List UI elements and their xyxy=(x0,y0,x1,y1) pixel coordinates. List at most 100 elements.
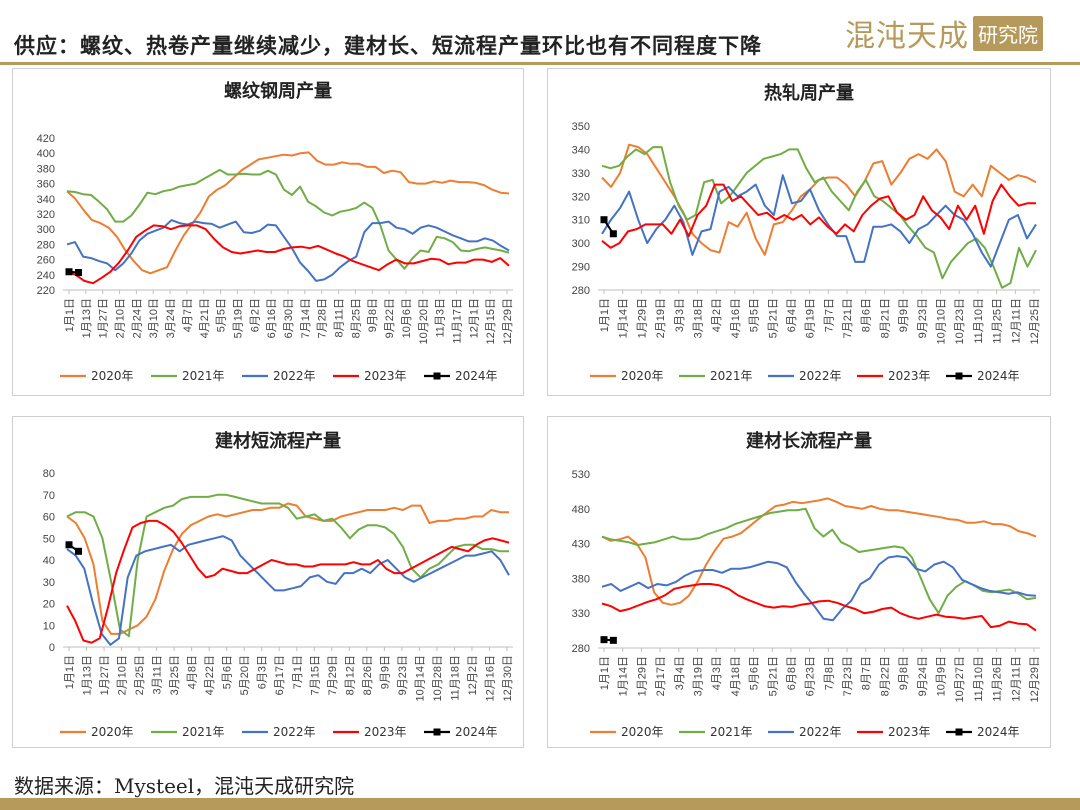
y-tick-label: 420 xyxy=(37,133,55,145)
x-tick-label: 1月1日 xyxy=(64,298,76,332)
legend-label: 2023年 xyxy=(888,725,931,739)
y-tick-label: 320 xyxy=(572,191,590,203)
x-tick-label: 3月11日 xyxy=(152,655,164,695)
x-tick-label: 2月10日 xyxy=(115,298,127,338)
x-tick-label: 7月28日 xyxy=(317,298,329,338)
legend-marker xyxy=(955,728,963,736)
series-line-2023年 xyxy=(601,183,1036,249)
y-tick-label: 240 xyxy=(37,270,55,282)
x-tick-label: 1月1日 xyxy=(64,655,76,689)
legend-label: 2021年 xyxy=(710,369,753,383)
y-tick-label: 320 xyxy=(37,209,55,221)
x-tick-label: 1月29日 xyxy=(636,656,648,696)
x-tick-label: 5月20日 xyxy=(239,655,251,695)
y-tick-label: 10 xyxy=(43,620,55,632)
chart-title: 建材长流程产量 xyxy=(746,430,872,452)
x-tick-label: 5月6日 xyxy=(749,656,761,690)
y-tick-label: 50 xyxy=(43,533,55,545)
x-tick-label: 11月26日 xyxy=(992,656,1004,702)
y-tick-label: 70 xyxy=(43,490,55,502)
x-tick-label: 12月11日 xyxy=(1010,298,1022,344)
x-tick-label: 8月26日 xyxy=(362,655,374,695)
x-tick-label: 7月23日 xyxy=(842,656,854,696)
series-line-2024 xyxy=(68,270,79,274)
series-line-2023年 xyxy=(66,224,510,285)
logo-box-text: 研究院 xyxy=(973,15,1043,51)
legend-label: 2022年 xyxy=(799,725,842,739)
x-tick-label: 7月14日 xyxy=(300,298,312,338)
x-tick-label: 9月9日 xyxy=(379,655,391,689)
x-tick-label: 1月29日 xyxy=(636,298,648,338)
y-tick-label: 330 xyxy=(572,168,590,180)
legend-label: 2024年 xyxy=(977,369,1020,383)
chart-title: 热轧周产量 xyxy=(764,82,854,104)
y-tick-label: 80 xyxy=(43,468,55,480)
x-tick-label: 7月29日 xyxy=(327,655,339,695)
chart-title: 螺纹钢周产量 xyxy=(224,80,332,102)
x-tick-label: 3月19日 xyxy=(692,656,704,696)
x-tick-label: 3月3日 xyxy=(674,298,686,332)
y-tick-label: 290 xyxy=(572,262,590,274)
x-tick-label: 2月24日 xyxy=(131,298,143,338)
x-tick-label: 10月20日 xyxy=(418,298,430,344)
legend-label: 2022年 xyxy=(273,369,316,383)
x-tick-label: 11月18日 xyxy=(449,655,461,701)
series-line-2024 xyxy=(603,638,614,642)
legend-label: 2024年 xyxy=(977,725,1020,739)
x-tick-label: 6月8日 xyxy=(786,656,798,690)
y-tick-label: 60 xyxy=(43,512,55,524)
series-line-2020年 xyxy=(601,143,1037,256)
y-tick-label: 480 xyxy=(572,504,590,516)
x-tick-label: 12月1日 xyxy=(468,298,480,338)
legend-label: 2024年 xyxy=(455,369,498,383)
y-tick-label: 400 xyxy=(37,148,55,160)
y-tick-label: 380 xyxy=(37,163,55,175)
x-tick-label: 12月25日 xyxy=(1029,298,1041,344)
y-tick-label: 40 xyxy=(43,555,55,567)
x-tick-label: 6月4日 xyxy=(786,298,798,332)
x-tick-label: 1月14日 xyxy=(618,656,630,696)
y-tick-label: 0 xyxy=(49,642,55,654)
x-tick-label: 4月2日 xyxy=(711,298,723,332)
chart-panel-rebar: 螺纹钢周产量 220 240 260 280 300 320 340 360 380 400 420 1… xyxy=(12,68,524,396)
y-tick-label: 280 xyxy=(572,643,590,655)
x-tick-label: 9月22日 xyxy=(384,298,396,338)
x-tick-label: 6月19日 xyxy=(805,298,817,338)
chart-hot-rolled-weekly-output: 热轧周产量 280 290 300 310 320 330 340 350 1月1日 1月14日 1月… xyxy=(572,82,1041,383)
x-tick-label: 2月10日 xyxy=(117,655,129,695)
legend-label: 2020年 xyxy=(621,369,664,383)
x-tick-label: 5月5日 xyxy=(749,298,761,332)
x-tick-label: 6月2日 xyxy=(249,298,261,332)
x-tick-label: 1月13日 xyxy=(81,298,93,338)
series-line-2023年 xyxy=(601,583,1037,632)
y-tick-label: 20 xyxy=(43,599,55,611)
x-tick-label: 2月25日 xyxy=(134,655,146,695)
series-line-2021年 xyxy=(601,507,1037,615)
series-line-2022年 xyxy=(601,174,1037,268)
series-line-2022年 xyxy=(601,555,1037,622)
series-line-2020年 xyxy=(66,502,509,635)
chart-long-process-output: 建材长流程产量 280 330 380 430 480 530 1月1日 1月14日 1月29日 2… xyxy=(572,430,1041,739)
x-tick-label: 2月17日 xyxy=(655,656,667,696)
x-tick-label: 9月9日 xyxy=(898,298,910,332)
x-tick-label: 11月10日 xyxy=(973,298,985,344)
x-tick-label: 3月4日 xyxy=(674,656,686,690)
x-tick-label: 1月14日 xyxy=(618,298,630,338)
x-tick-label: 10月6日 xyxy=(401,298,413,338)
legend-label: 2021年 xyxy=(182,369,225,383)
series-line-2023年 xyxy=(66,519,510,644)
legend-label: 2020年 xyxy=(621,725,664,739)
x-tick-label: 4月18日 xyxy=(730,656,742,696)
x-tick-label: 5月5日 xyxy=(216,298,228,332)
x-tick-label: 4月7日 xyxy=(182,298,194,332)
x-tick-label: 8月25日 xyxy=(350,298,362,338)
x-tick-label: 6月16日 xyxy=(266,298,278,338)
chart-panel-long-process: 建材长流程产量 280 330 380 430 480 530 1月1日 1月14日 1月29日 2… xyxy=(547,416,1051,748)
x-tick-label: 1月1日 xyxy=(599,298,611,332)
chart-panel-short-process: 建材短流程产量 0 10 20 30 40 50 60 70 80 1月1日 1月13日 1月27日 2月… xyxy=(12,416,524,748)
y-tick-label: 350 xyxy=(572,121,590,133)
x-tick-label: 11月10日 xyxy=(973,656,985,702)
series-line-2020年 xyxy=(66,151,510,275)
series-line-2022年 xyxy=(66,219,510,282)
logo-script-text: 混沌天成 xyxy=(845,19,969,54)
